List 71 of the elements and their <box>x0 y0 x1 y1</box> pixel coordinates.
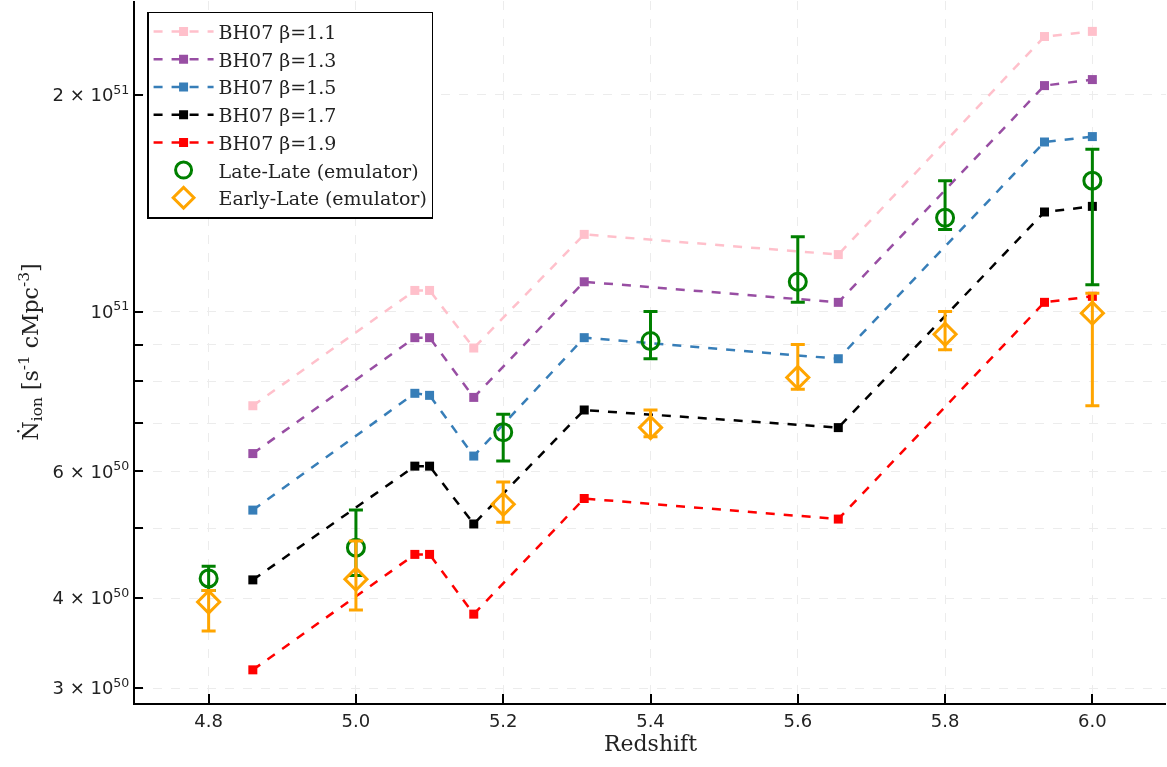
point <box>343 566 369 592</box>
point <box>637 415 664 441</box>
point <box>579 333 589 343</box>
legend-label: BH07 β=1.9 <box>218 131 337 154</box>
point <box>469 609 479 619</box>
x-tick-label: 5.0 <box>341 709 371 731</box>
y-tick-label: 6 × 10$^{50}$ <box>52 458 130 482</box>
point <box>425 549 435 559</box>
legend-label: Early-Late (emulator) <box>218 187 427 210</box>
point <box>833 354 843 364</box>
point <box>579 229 589 239</box>
point <box>469 343 479 353</box>
point <box>787 271 808 292</box>
x-tick-label: 5.6 <box>783 709 813 731</box>
legend-label: BH07 β=1.3 <box>218 48 337 71</box>
point <box>469 519 479 529</box>
y-tick-label: 4 × 10$^{50}$ <box>52 584 130 609</box>
x-tick-label: 5.4 <box>636 709 665 731</box>
point <box>579 494 589 504</box>
point <box>935 207 956 228</box>
x-tick-label: 6.0 <box>1078 709 1107 731</box>
point <box>785 364 811 391</box>
point <box>640 331 661 352</box>
point <box>410 461 420 471</box>
point <box>425 390 435 400</box>
legend-label: Late-Late (emulator) <box>218 159 419 182</box>
legend-label: BH07 β=1.5 <box>218 76 337 99</box>
point <box>1087 75 1097 85</box>
y-tick-label: 10$^{51}$ <box>90 298 130 322</box>
point <box>1039 32 1049 42</box>
point <box>833 297 843 307</box>
point <box>833 250 843 260</box>
point <box>1079 300 1105 326</box>
point <box>1082 170 1103 191</box>
legend-label: BH07 β=1.1 <box>218 20 337 43</box>
point <box>1087 26 1097 36</box>
point <box>248 575 258 585</box>
x-tick-label: 5.8 <box>930 709 960 731</box>
x-axis-title: Redshift <box>603 731 698 756</box>
point <box>493 422 514 443</box>
x-tick-label: 4.8 <box>194 709 223 731</box>
point <box>1039 297 1049 307</box>
point <box>579 277 589 287</box>
point <box>196 589 222 615</box>
point <box>1087 132 1097 142</box>
point <box>1039 137 1049 147</box>
point <box>490 491 516 517</box>
point <box>248 401 258 411</box>
y-tick-label: 2 × 10$^{51}$ <box>52 81 130 106</box>
point <box>410 388 420 398</box>
point <box>833 423 843 433</box>
point <box>579 405 589 415</box>
point <box>248 449 258 459</box>
legend-label: BH07 β=1.7 <box>218 104 337 127</box>
point <box>425 461 435 471</box>
point <box>410 285 420 295</box>
point <box>425 333 435 343</box>
point <box>1039 207 1049 217</box>
point <box>833 514 843 524</box>
point <box>410 549 420 559</box>
y-tick-label: 3 × 10$^{50}$ <box>52 674 130 699</box>
point <box>248 505 258 515</box>
point <box>248 665 258 675</box>
point <box>1039 81 1049 91</box>
point <box>469 451 479 461</box>
point <box>410 333 420 343</box>
point <box>198 568 219 589</box>
point <box>932 321 958 347</box>
x-tick-label: 5.2 <box>488 709 518 731</box>
point <box>469 392 479 402</box>
point <box>425 285 435 295</box>
